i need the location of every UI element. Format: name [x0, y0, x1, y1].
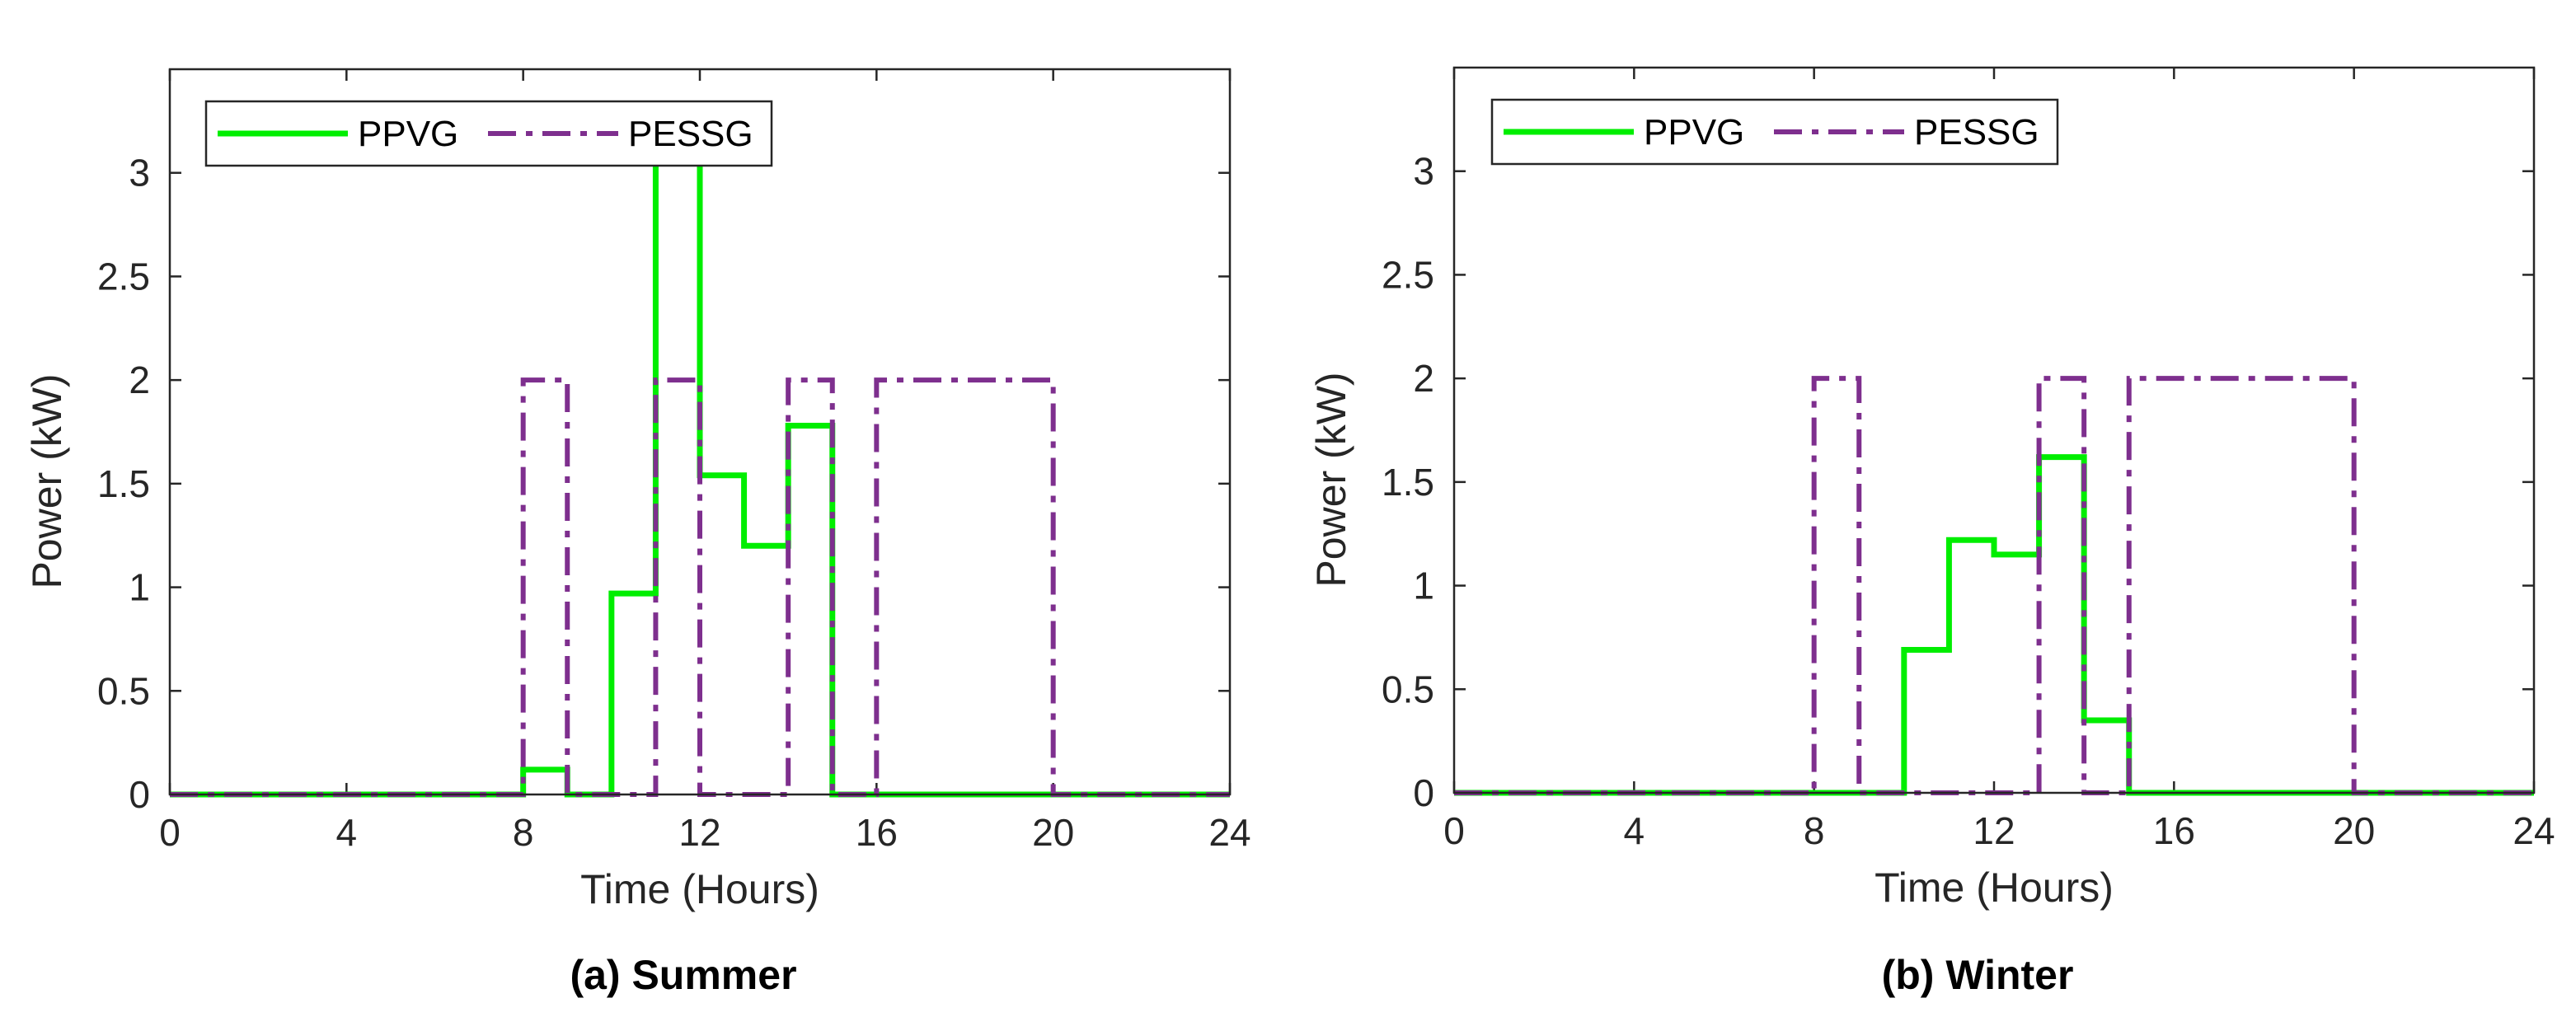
x-tick-label: 24 — [1208, 811, 1250, 854]
x-tick-label: 12 — [1973, 809, 2015, 852]
x-axis-label: Time (Hours) — [1875, 865, 2114, 911]
legend-label-ppvg: PPVG — [358, 114, 458, 154]
plot-area — [1454, 68, 2534, 793]
axes-box — [168, 68, 1232, 796]
x-tick-label: 16 — [856, 811, 898, 854]
panel-caption: (b) Winter — [1882, 952, 2074, 998]
y-tick-label: 2.5 — [1382, 253, 1434, 296]
legend-label-pessg: PESSG — [1914, 112, 2039, 152]
y-tick-label: 1 — [129, 566, 150, 609]
legend: PPVG PESSG — [204, 100, 773, 167]
y-axis-label: Power (kW) — [1308, 372, 1354, 587]
y-tick-label: 1.5 — [97, 462, 150, 505]
x-tick-label: 20 — [1032, 811, 1074, 854]
y-tick-label: 1 — [1413, 565, 1434, 607]
legend-label-pessg: PESSG — [628, 114, 753, 154]
x-tick-label: 16 — [2153, 809, 2195, 852]
axes-box — [1452, 66, 2536, 794]
legend: PPVG PESSG — [1490, 98, 2059, 166]
y-tick-label: 2.5 — [97, 255, 150, 298]
y-tick-label: 2 — [129, 359, 150, 401]
x-tick-label: 24 — [2513, 809, 2555, 852]
x-tick-label: 4 — [336, 811, 358, 854]
x-tick-label: 20 — [2333, 809, 2375, 852]
y-tick-label: 2 — [1413, 357, 1434, 400]
x-tick-label: 12 — [678, 811, 720, 854]
y-tick-label: 0.5 — [97, 669, 150, 712]
y-tick-label: 0.5 — [1382, 668, 1434, 710]
y-tick-label: 1.5 — [1382, 461, 1434, 504]
y-tick-label: 3 — [1413, 150, 1434, 193]
x-tick-label: 8 — [513, 811, 534, 854]
y-axis-label: Power (kW) — [24, 373, 70, 588]
y-tick-label: 0 — [129, 773, 150, 816]
x-tick-label: 8 — [1804, 809, 1825, 852]
panel-caption: (a) Summer — [570, 952, 796, 998]
y-tick-label: 3 — [129, 152, 150, 194]
y-tick-label: 0 — [1413, 771, 1434, 814]
x-tick-label: 0 — [1443, 809, 1465, 852]
x-tick-label: 0 — [159, 811, 181, 854]
legend-label-ppvg: PPVG — [1644, 112, 1744, 152]
x-axis-label: Time (Hours) — [580, 866, 819, 912]
chart-panel-summer: 0 4 8 12 16 20 24 0 0.5 1 1.5 2 2.5 3 Time (Hours) Powe… — [24, 68, 1251, 998]
x-tick-label: 4 — [1624, 809, 1645, 852]
chart-panel-winter: 0 4 8 12 16 20 24 0 0.5 1 1.5 2 2.5 3 Time (Hours) Powe… — [1308, 66, 2555, 998]
